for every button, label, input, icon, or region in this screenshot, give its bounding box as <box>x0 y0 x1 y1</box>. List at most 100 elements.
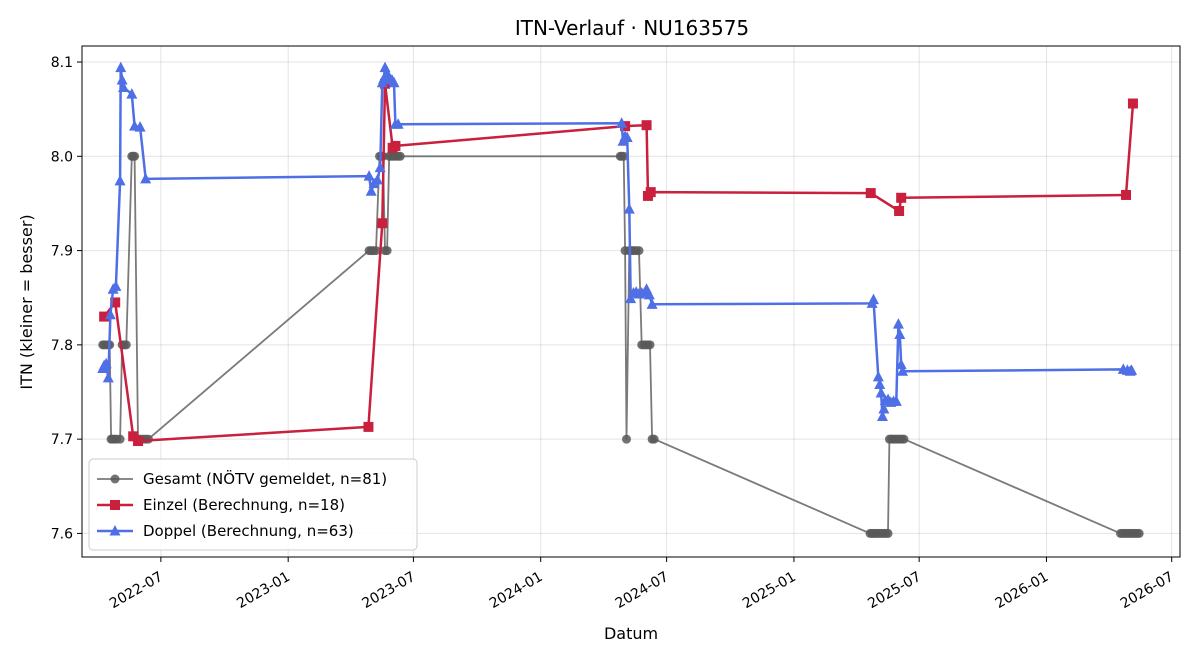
y-tick-label: 8.0 <box>51 149 73 165</box>
data-point <box>883 528 893 538</box>
data-point <box>872 370 884 382</box>
data-point <box>1126 364 1138 375</box>
y-tick-label: 7.7 <box>51 432 73 448</box>
data-point <box>645 340 655 350</box>
data-point <box>625 292 637 304</box>
x-tick-label: 2024-07 <box>613 569 672 612</box>
legend-marker <box>110 474 120 484</box>
legend-item: Einzel (Berechnung, n=18) <box>97 496 345 514</box>
data-point <box>646 298 658 309</box>
y-axis-label: ITN (kleiner = besser) <box>17 214 36 389</box>
data-point <box>371 173 383 185</box>
data-point <box>140 172 152 184</box>
y-tick-label: 8.1 <box>51 55 73 71</box>
data-point <box>110 297 121 308</box>
legend: Gesamt (NÖTV gemeldet, n=81) Einzel (Bere… <box>88 458 418 551</box>
data-point <box>899 434 909 444</box>
legend-label: Doppel (Berechnung, n=63) <box>143 522 354 540</box>
x-tick-label: 2023-07 <box>360 569 419 612</box>
data-point <box>379 61 391 73</box>
data-point <box>371 246 381 256</box>
x-axis: 2022-07 2023-01 2023-07 2024-01 2024-07 2025-… <box>107 557 1176 612</box>
data-point <box>622 434 632 444</box>
y-axis: 7.6 7.7 7.8 7.9 8.0 8.1 <box>51 55 82 542</box>
data-point <box>99 311 110 322</box>
series-line <box>101 66 1133 418</box>
data-point <box>892 318 904 329</box>
data-point <box>114 174 126 186</box>
data-point <box>897 365 909 376</box>
data-point <box>649 434 659 444</box>
legend-marker <box>109 525 121 536</box>
x-tick-label: 2026-01 <box>993 569 1052 612</box>
data-point <box>896 192 907 203</box>
data-point <box>115 434 125 444</box>
legend-marker <box>110 500 120 510</box>
data-point <box>134 121 146 132</box>
data-point <box>1134 528 1144 538</box>
data-point <box>104 308 116 320</box>
data-point <box>377 218 388 229</box>
series-line <box>103 82 1135 443</box>
data-point <box>115 61 127 73</box>
data-point <box>868 293 880 305</box>
data-point <box>395 151 405 161</box>
chart-title: ITN-Verlauf · NU163575 <box>515 16 749 40</box>
data-point <box>121 340 131 350</box>
data-point <box>894 328 906 339</box>
data-point <box>643 288 655 300</box>
data-point <box>363 170 375 181</box>
series-3 <box>97 61 1138 422</box>
legend-item: Doppel (Berechnung, n=63) <box>97 522 354 540</box>
data-point <box>133 436 144 447</box>
y-tick-label: 7.9 <box>51 244 73 260</box>
data-point <box>116 73 128 85</box>
series-2 <box>99 78 1138 447</box>
y-tick-label: 7.8 <box>51 338 73 354</box>
data-point <box>621 131 633 142</box>
data-point <box>130 151 140 161</box>
data-point <box>619 151 629 161</box>
data-point <box>645 187 656 198</box>
x-tick-label: 2023-01 <box>234 569 293 612</box>
data-point <box>390 140 401 151</box>
data-point <box>895 358 907 370</box>
data-point <box>634 246 644 256</box>
data-point <box>1127 98 1138 109</box>
data-point <box>878 402 890 414</box>
plot-frame <box>81 45 1181 558</box>
data-point <box>118 81 130 92</box>
x-axis-label: Datum <box>604 624 658 643</box>
data-point <box>1121 189 1132 200</box>
data-point <box>894 205 905 216</box>
x-tick-label: 2026-07 <box>1118 569 1177 612</box>
x-tick-label: 2024-01 <box>487 569 546 612</box>
data-point <box>890 395 902 406</box>
data-point <box>382 246 392 256</box>
legend-item: Gesamt (NÖTV gemeldet, n=81) <box>97 469 387 488</box>
data-point <box>365 185 377 196</box>
series-layer <box>97 61 1144 538</box>
data-point <box>388 76 400 88</box>
legend-label: Gesamt (NÖTV gemeldet, n=81) <box>143 469 387 488</box>
data-point <box>876 410 888 422</box>
data-point <box>641 120 652 131</box>
data-point <box>392 118 404 129</box>
data-point <box>363 421 374 432</box>
data-point <box>616 117 628 128</box>
data-point <box>110 280 122 291</box>
data-point <box>865 188 876 199</box>
data-point <box>100 357 112 369</box>
x-tick-label: 2022-07 <box>107 569 166 612</box>
x-tick-label: 2025-07 <box>865 569 924 612</box>
legend-label: Einzel (Berechnung, n=18) <box>143 496 345 514</box>
data-point <box>875 386 887 398</box>
data-point <box>623 203 635 214</box>
data-point <box>126 88 138 99</box>
data-point <box>102 371 114 383</box>
y-tick-label: 7.6 <box>51 526 73 542</box>
x-tick-label: 2025-01 <box>740 569 799 612</box>
legend-box <box>88 458 418 551</box>
